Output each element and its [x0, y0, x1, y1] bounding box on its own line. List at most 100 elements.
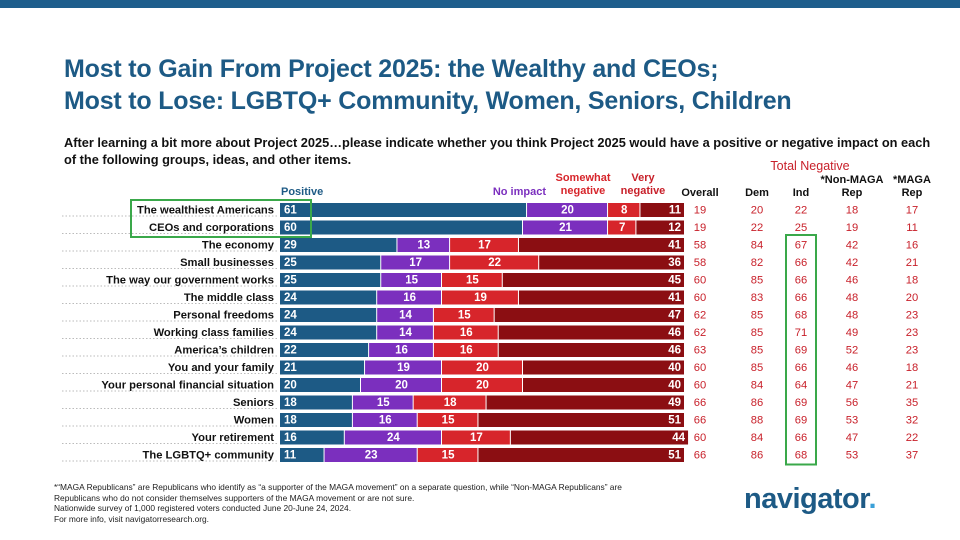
table-cell-overall-seniors: 66 — [694, 397, 706, 409]
table-cell-dem-you-and-your-family: 85 — [751, 362, 763, 374]
table-cell-ind-you-and-your-family: 66 — [795, 362, 807, 374]
legend-somewhat-negative: Somewhat negative — [555, 172, 610, 197]
bar-somewhat-negative-your-personal-financial-situation — [442, 378, 522, 392]
bar-label-no-impact-america-s-children: 16 — [395, 345, 408, 357]
table-cell-overall-your-personal-financial-situation: 60 — [694, 380, 706, 392]
bar-positive-the-way-our-government-works — [280, 273, 381, 287]
bar-label-very-negative-ceos-and-corporations: 12 — [668, 222, 681, 234]
top-accent-bar — [0, 0, 960, 8]
table-cell-overall-the-lgbtq-community: 66 — [694, 450, 706, 462]
bar-label-no-impact-the-middle-class: 16 — [403, 292, 416, 304]
bar-positive-america-s-children — [280, 343, 369, 357]
table-cell-maga-rep-your-retirement: 22 — [906, 432, 918, 444]
bar-label-somewhat-negative-the-way-our-government-works: 15 — [466, 275, 479, 287]
bar-label-somewhat-negative-working-class-families: 16 — [460, 327, 473, 339]
table-cell-dem-the-economy: 84 — [751, 240, 763, 252]
bar-positive-working-class-families — [280, 325, 377, 340]
bar-somewhat-negative-ceos-and-corporations — [608, 220, 636, 235]
survey-question: After learning a bit more about Project … — [64, 135, 931, 167]
bar-no-impact-america-s-children — [369, 343, 433, 357]
bar-no-impact-personal-freedoms — [377, 308, 433, 322]
category-label-the-middle-class: The middle class — [184, 292, 274, 304]
bar-somewhat-negative-your-retirement — [442, 430, 510, 445]
category-label-your-personal-financial-situation: Your personal financial situation — [101, 380, 274, 392]
table-cell-non-maga-rep-seniors: 56 — [846, 397, 858, 409]
bar-label-somewhat-negative-the-wealthiest-americans: 8 — [621, 205, 628, 217]
table-cell-overall-personal-freedoms: 62 — [694, 310, 706, 322]
bar-label-no-impact-the-way-our-government-works: 15 — [405, 275, 418, 287]
bar-positive-your-retirement — [280, 430, 344, 445]
bar-positive-the-wealthiest-americans — [280, 203, 527, 217]
bar-label-positive-your-personal-financial-situation: 20 — [284, 380, 297, 392]
table-cell-ind-seniors: 69 — [795, 397, 807, 409]
table-cell-overall-america-s-children: 63 — [694, 345, 706, 357]
bar-label-positive-seniors: 18 — [284, 397, 297, 409]
title-line-2: Most to Lose: LGBTQ+ Community, Women, S… — [64, 87, 792, 115]
table-cell-dem-the-wealthiest-americans: 20 — [751, 205, 763, 217]
table-cell-ind-small-businesses: 66 — [795, 257, 807, 269]
category-label-the-wealthiest-americans: The wealthiest Americans — [137, 205, 274, 217]
bar-label-no-impact-your-personal-financial-situation: 20 — [395, 380, 408, 392]
bar-somewhat-negative-seniors — [413, 395, 486, 410]
table-cell-overall-the-economy: 58 — [694, 240, 706, 252]
bar-no-impact-the-wealthiest-americans — [527, 203, 608, 217]
table-cell-non-maga-rep-the-way-our-government-works: 46 — [846, 275, 858, 287]
table-cell-maga-rep-small-businesses: 21 — [906, 257, 918, 269]
bar-label-no-impact-personal-freedoms: 14 — [399, 310, 412, 322]
legend-no-impact: No impact — [493, 186, 547, 198]
bar-very-negative-working-class-families — [498, 325, 684, 340]
legend-very-negative: Very negative — [621, 172, 666, 197]
bar-somewhat-negative-america-s-children — [433, 343, 498, 357]
footnote: *“MAGA Republicans” are Republicans who … — [54, 482, 694, 524]
bar-label-somewhat-negative-seniors: 18 — [444, 397, 457, 409]
table-cell-non-maga-rep-your-retirement: 47 — [846, 432, 858, 444]
bar-label-no-impact-the-lgbtq-community: 23 — [365, 450, 378, 462]
bar-very-negative-women — [478, 413, 684, 427]
table-cell-overall-the-way-our-government-works: 60 — [694, 275, 706, 287]
bar-positive-small-businesses — [280, 255, 381, 270]
bar-somewhat-negative-the-way-our-government-works — [442, 273, 502, 287]
table-col-header-maga-rep-line1: *MAGA — [893, 174, 931, 186]
table-cell-maga-rep-working-class-families: 23 — [906, 327, 918, 339]
bar-very-negative-the-lgbtq-community — [478, 448, 684, 462]
bar-label-positive-personal-freedoms: 24 — [284, 310, 297, 322]
category-label-ceos-and-corporations: CEOs and corporations — [149, 222, 274, 234]
table-cell-maga-rep-seniors: 35 — [906, 397, 918, 409]
bar-label-no-impact-the-wealthiest-americans: 20 — [561, 205, 574, 217]
category-label-working-class-families: Working class families — [154, 327, 274, 339]
bar-label-positive-your-retirement: 16 — [284, 432, 297, 444]
bar-label-somewhat-negative-ceos-and-corporations: 7 — [619, 222, 625, 234]
table-cell-ind-america-s-children: 69 — [795, 345, 807, 357]
bar-somewhat-negative-working-class-families — [433, 325, 498, 340]
table-cell-overall-you-and-your-family: 60 — [694, 362, 706, 374]
category-label-the-economy: The economy — [202, 240, 275, 252]
bar-label-very-negative-america-s-children: 46 — [668, 345, 681, 357]
table-col-header-maga-rep-line2: Rep — [902, 187, 923, 199]
bar-very-negative-your-retirement — [510, 430, 689, 445]
category-label-the-lgbtq-community: The LGBTQ+ community — [143, 450, 275, 462]
table-col-header-overall: Overall — [681, 187, 718, 199]
table-cell-overall-the-middle-class: 60 — [694, 292, 706, 304]
table-cell-non-maga-rep-you-and-your-family: 46 — [846, 362, 858, 374]
table-cell-non-maga-rep-your-personal-financial-situation: 47 — [846, 380, 858, 392]
bar-label-somewhat-negative-your-retirement: 17 — [470, 432, 483, 444]
table-cell-dem-small-businesses: 82 — [751, 257, 763, 269]
table-cell-dem-working-class-families: 85 — [751, 327, 763, 339]
table-cell-non-maga-rep-working-class-families: 49 — [846, 327, 858, 339]
bar-very-negative-the-wealthiest-americans — [640, 203, 684, 217]
table-cell-overall-the-wealthiest-americans: 19 — [694, 205, 706, 217]
table-cell-ind-the-lgbtq-community: 68 — [795, 450, 807, 462]
table-cell-maga-rep-america-s-children: 23 — [906, 345, 918, 357]
bar-label-no-impact-small-businesses: 17 — [409, 257, 422, 269]
category-label-your-retirement: Your retirement — [192, 432, 275, 444]
bar-no-impact-women — [352, 413, 417, 427]
logo-text: navigator — [744, 483, 869, 515]
table-cell-overall-women: 66 — [694, 415, 706, 427]
table-cell-maga-rep-ceos-and-corporations: 11 — [906, 222, 918, 234]
bar-very-negative-america-s-children — [498, 343, 684, 357]
table-cell-maga-rep-women: 32 — [906, 415, 918, 427]
bar-label-somewhat-negative-you-and-your-family: 20 — [476, 362, 489, 374]
category-label-america-s-children: America’s children — [174, 345, 274, 357]
bar-label-no-impact-working-class-families: 14 — [399, 327, 412, 339]
